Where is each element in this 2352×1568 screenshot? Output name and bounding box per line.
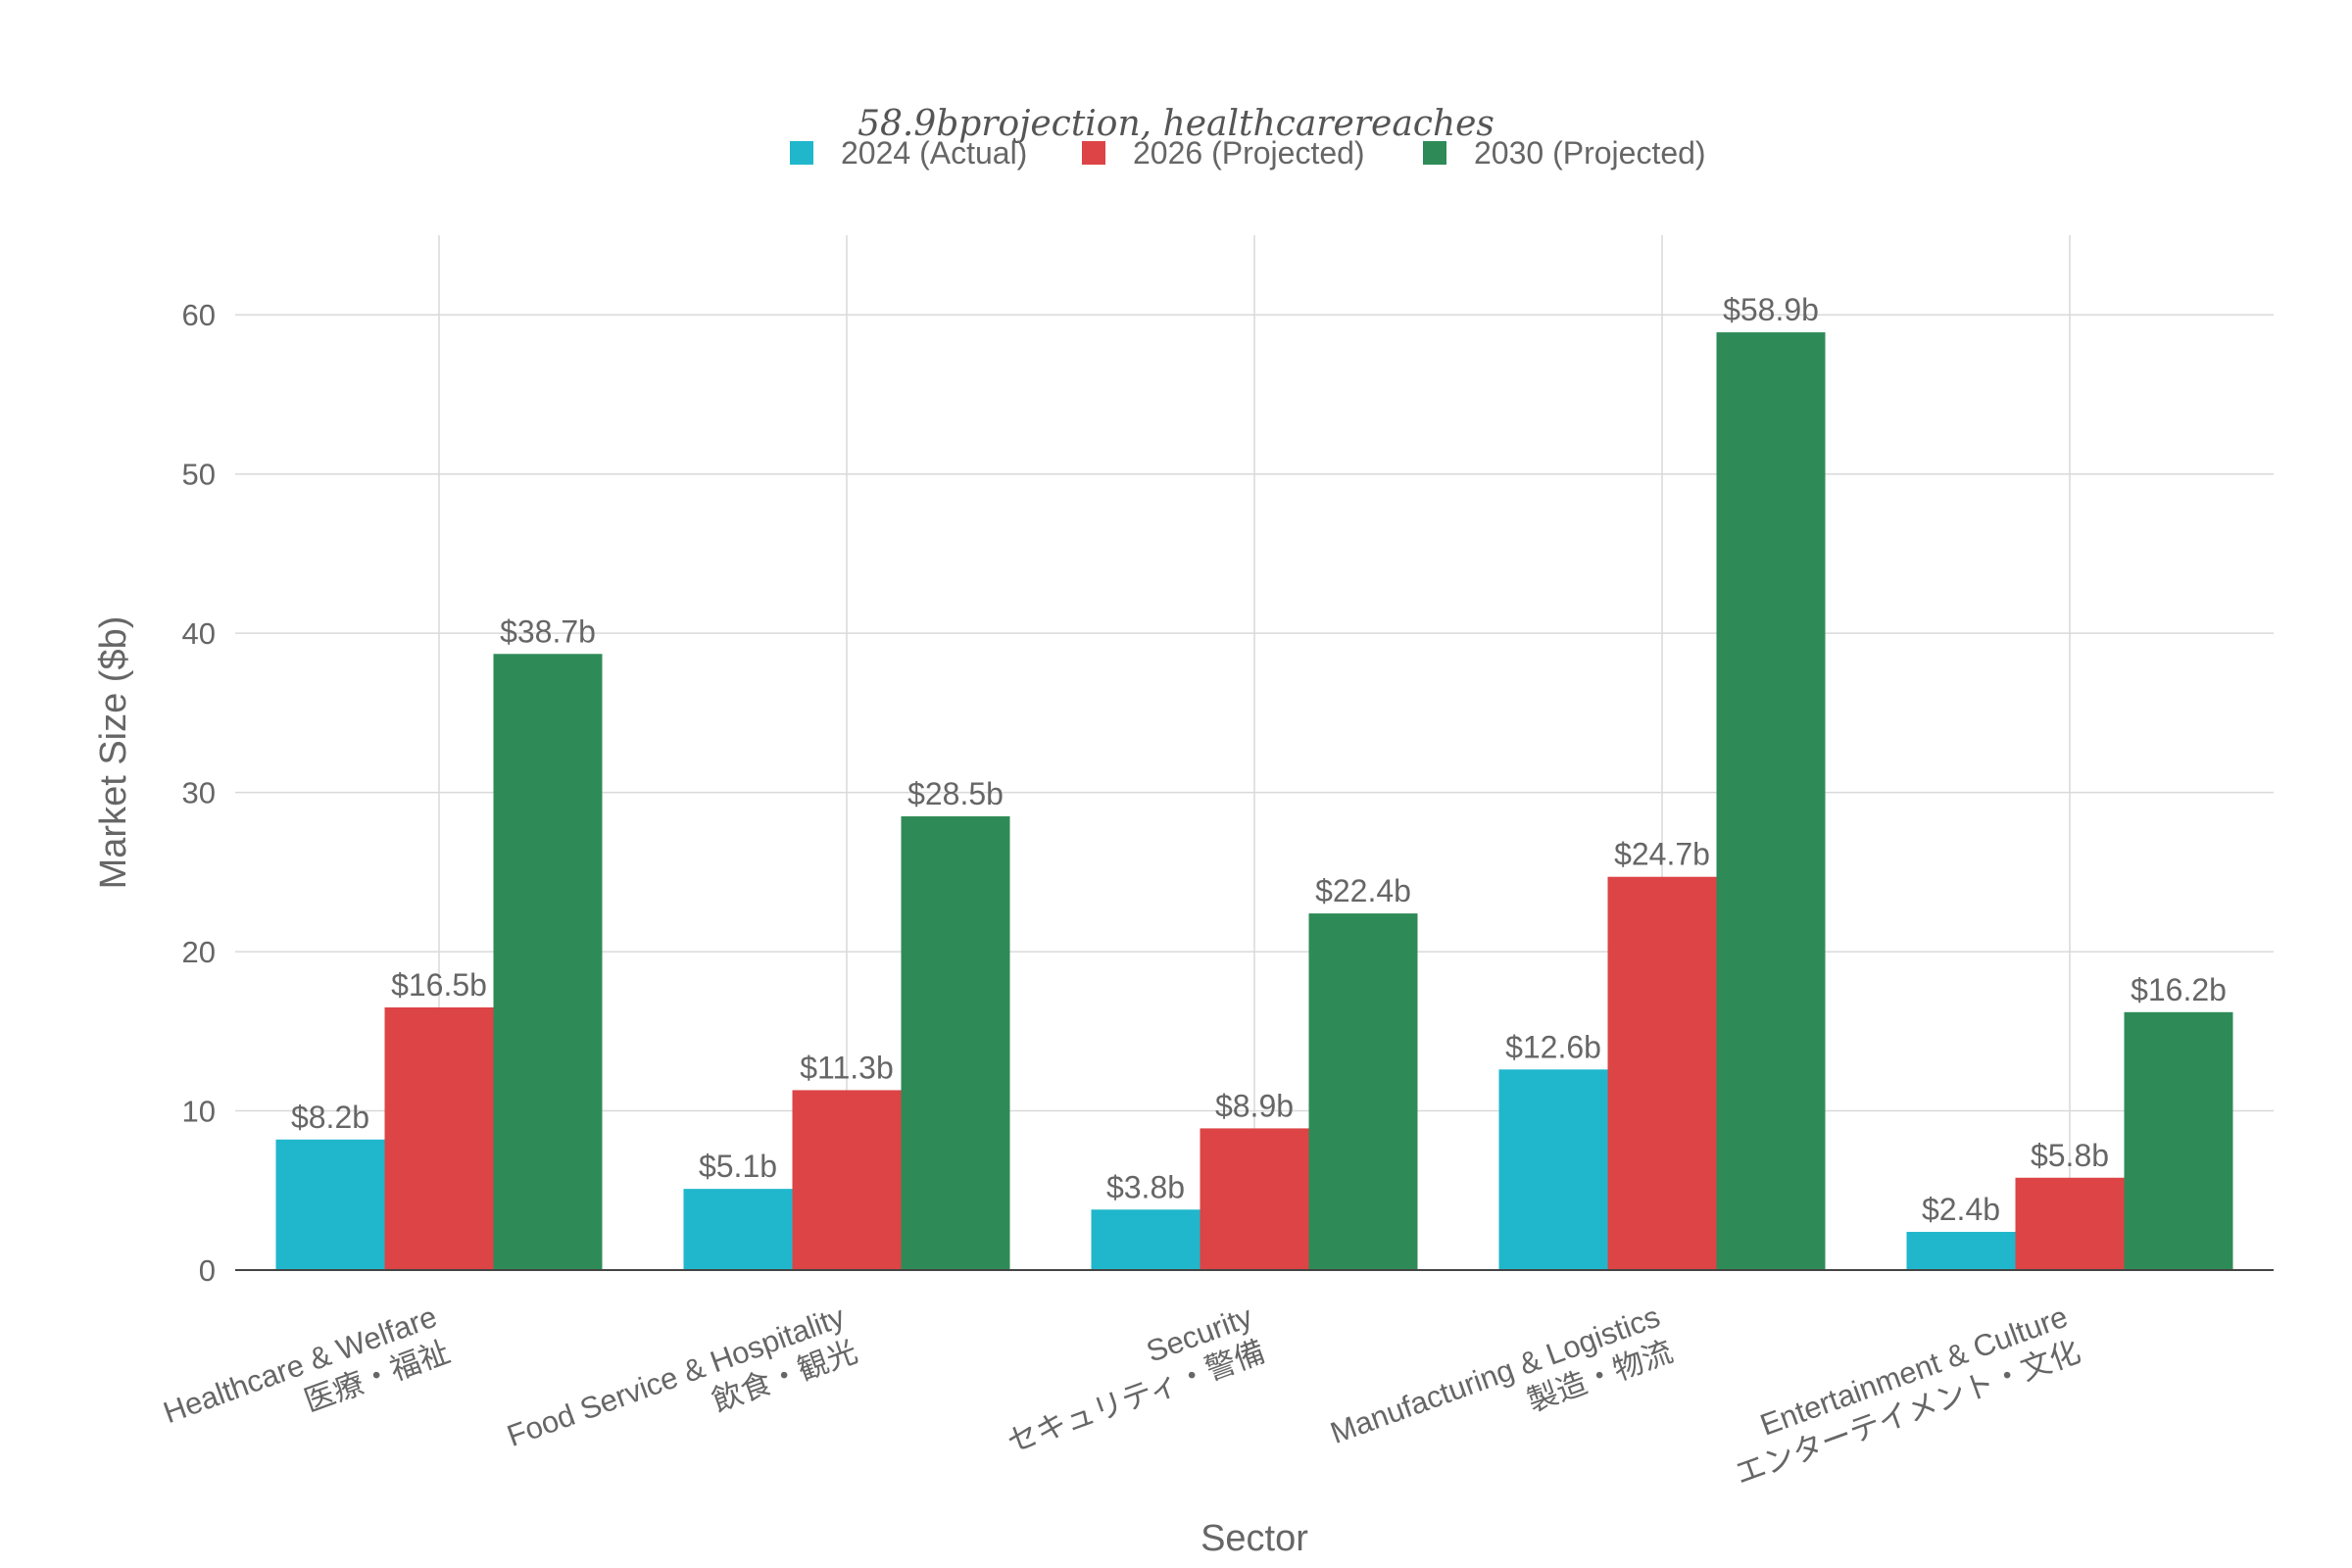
x-tick-label: Food Service & Hospitality飲食・観光 xyxy=(503,1299,862,1489)
bar xyxy=(1308,913,1418,1270)
chart-title: 58.9bprojection, healthcarereaches xyxy=(858,104,1494,144)
data-label: $5.8b xyxy=(2031,1138,2109,1173)
data-label: $16.5b xyxy=(391,967,487,1003)
bar xyxy=(493,654,603,1270)
bar xyxy=(683,1189,793,1270)
y-axis: 0 10 20 30 40 50 60 xyxy=(182,298,216,1288)
data-label: $5.1b xyxy=(699,1149,777,1184)
data-label: $11.3b xyxy=(800,1050,894,1085)
legend-swatch xyxy=(790,141,813,165)
data-label: $16.2b xyxy=(2131,972,2227,1007)
bar xyxy=(2015,1177,2125,1270)
y-tick-label: 20 xyxy=(182,935,216,969)
data-label: $58.9b xyxy=(1723,292,1819,327)
bar xyxy=(275,1139,385,1270)
data-label: $38.7b xyxy=(500,613,596,649)
x-axis-title: Sector xyxy=(1200,1518,1308,1559)
bar xyxy=(1498,1069,1608,1270)
y-tick-label: 50 xyxy=(182,458,216,492)
bar xyxy=(1607,876,1717,1270)
x-tick-label: Manufacturing & Logistics製造・物流 xyxy=(1326,1299,1678,1486)
y-tick-label: 60 xyxy=(182,298,216,332)
data-label: $22.4b xyxy=(1315,873,1411,908)
bar xyxy=(1200,1128,1309,1270)
bars xyxy=(275,332,2233,1270)
data-label: $8.9b xyxy=(1215,1088,1294,1123)
x-axis: Healthcare & Welfare医療・福祉 Food Service & … xyxy=(159,1269,2274,1492)
legend: 2024 (Actual) 2026 (Projected) 2030 (Proje… xyxy=(790,135,1706,171)
bar xyxy=(1716,332,1826,1270)
y-tick-label: 30 xyxy=(182,776,216,810)
data-label: $24.7b xyxy=(1614,837,1710,872)
legend-label: 2030 (Projected) xyxy=(1474,135,1706,171)
legend-label: 2026 (Projected) xyxy=(1133,135,1365,171)
data-label: $28.5b xyxy=(907,776,1004,811)
y-axis-title: Market Size ($b) xyxy=(93,616,134,890)
bar xyxy=(792,1090,902,1270)
legend-swatch xyxy=(1082,141,1105,165)
bar xyxy=(901,815,1010,1270)
data-label: $12.6b xyxy=(1505,1029,1601,1064)
bar xyxy=(1091,1209,1200,1270)
x-tick-label-ja: セキュリティ・警備 xyxy=(1003,1334,1269,1459)
legend-label: 2024 (Actual) xyxy=(841,135,1027,171)
bar xyxy=(2124,1011,2233,1270)
y-tick-label: 10 xyxy=(182,1095,216,1129)
legend-swatch xyxy=(1423,141,1446,165)
x-tick-label: Healthcare & Welfare医療・福祉 xyxy=(159,1299,454,1465)
data-label: $3.8b xyxy=(1106,1169,1185,1204)
data-label: $2.4b xyxy=(1922,1192,2000,1227)
y-tick-label: 0 xyxy=(199,1253,216,1288)
bar xyxy=(384,1006,494,1270)
bar xyxy=(1906,1232,2016,1270)
data-label: $8.2b xyxy=(291,1100,369,1135)
y-tick-label: 40 xyxy=(182,616,216,651)
x-tick-label: Entertainment & Cultureエンターテイメント・文化 xyxy=(1718,1299,2085,1492)
data-labels: $8.2b $5.1b $3.8b $12.6b $2.4b $16.5b $11.3b $8… xyxy=(291,292,2227,1227)
x-tick-label: Securityセキュリティ・警備 xyxy=(990,1299,1270,1460)
